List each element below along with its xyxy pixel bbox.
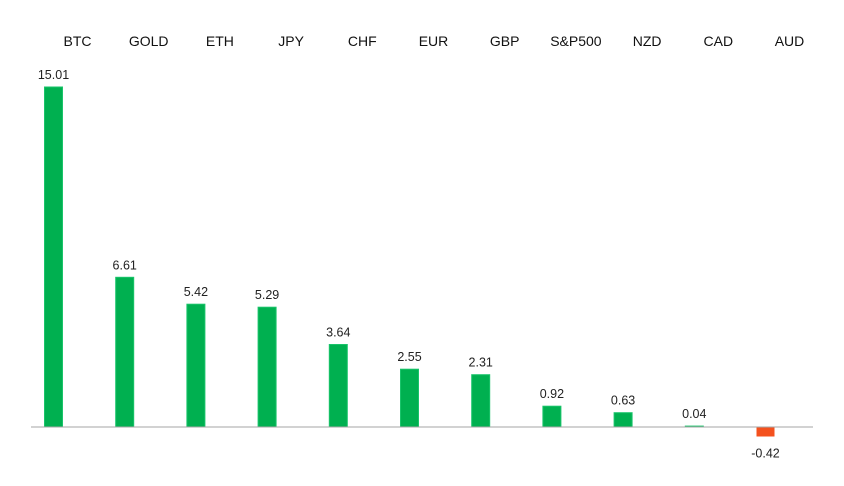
bars	[44, 86, 775, 437]
value-label: 0.63	[611, 394, 635, 408]
value-label: 2.55	[397, 350, 421, 364]
value-label: 15.01	[38, 68, 69, 82]
bar-btc	[44, 86, 63, 428]
category-labels: BTC GOLD ETH JPY CHF EUR GBP S&P500 NZD CAD AUD	[64, 33, 805, 49]
value-label: 3.64	[326, 326, 350, 340]
category-label: EUR	[419, 33, 449, 49]
bar-eth	[186, 303, 206, 428]
category-label: BTC	[64, 33, 92, 49]
bar-gbp	[471, 374, 491, 428]
value-labels: 15.01 6.61 5.42 5.29 3.64 2.55 2.31 0.92 0.63 0.0…	[38, 68, 780, 461]
value-label: 5.29	[255, 288, 279, 302]
value-label: 2.31	[469, 356, 493, 370]
bar-gold	[115, 276, 135, 428]
category-label: CHF	[348, 33, 377, 49]
bar-jpy	[257, 306, 277, 428]
value-label: -0.42	[751, 447, 780, 461]
value-label: 0.04	[682, 407, 706, 421]
value-label: 0.92	[540, 387, 564, 401]
category-label: S&P500	[550, 33, 602, 49]
bar-chf	[328, 344, 348, 428]
category-label: GBP	[490, 33, 520, 49]
category-label: GOLD	[129, 33, 169, 49]
category-label: NZD	[633, 33, 662, 49]
value-label: 6.61	[113, 258, 137, 272]
bar-aud	[756, 427, 775, 437]
bar-sp500	[542, 405, 562, 428]
value-label: 5.42	[184, 285, 208, 299]
bar-eur	[400, 368, 419, 428]
category-label: ETH	[206, 33, 234, 49]
category-label: CAD	[704, 33, 734, 49]
category-label: AUD	[775, 33, 805, 49]
bar-nzd	[613, 412, 633, 428]
category-label: JPY	[278, 33, 304, 49]
